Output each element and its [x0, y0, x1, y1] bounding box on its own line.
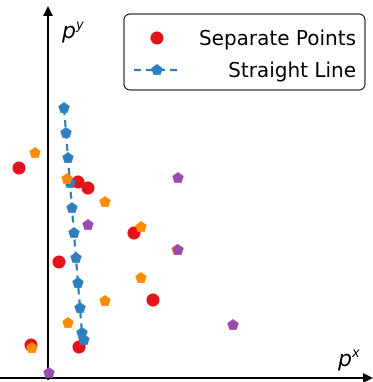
series-3-point	[135, 272, 147, 283]
series-3-series	[26, 147, 183, 353]
straight-line-point	[74, 302, 86, 313]
separate-points-series	[12, 161, 160, 354]
series-3-point	[61, 173, 73, 184]
straight-line-point	[78, 334, 90, 345]
series-4-point	[82, 219, 94, 230]
separate-points-point	[52, 255, 66, 269]
series-3-point	[99, 295, 111, 306]
separate-points-point	[12, 161, 26, 175]
x-axis-label: px	[337, 346, 360, 372]
straight-line-point	[60, 127, 72, 138]
legend-label: Separate Points	[199, 26, 356, 50]
series-4-point	[43, 367, 55, 378]
straight-line-point	[66, 202, 78, 213]
y-axis-label: py	[61, 18, 84, 44]
series-3-point	[29, 147, 41, 158]
separate-points-point	[146, 293, 160, 307]
series-4-point	[172, 172, 184, 183]
series-4-point	[227, 319, 239, 330]
straight-line-point	[58, 102, 70, 113]
straight-line-point	[68, 227, 80, 238]
legend-box	[123, 13, 366, 91]
series-4-series	[43, 172, 239, 378]
legend-marker-straight-line	[151, 64, 163, 75]
series-3-point	[99, 196, 111, 207]
series-3-point	[62, 317, 74, 328]
axes	[0, 6, 373, 382]
series-3-point	[26, 342, 38, 353]
legend-marker-separate-points	[150, 31, 164, 45]
straight-line-point	[62, 152, 74, 163]
legend: Separate Points Straight Line	[123, 13, 366, 91]
series-4-point	[172, 244, 184, 255]
legend-label: Straight Line	[228, 58, 356, 82]
straight-line-series	[58, 102, 90, 345]
series-3-point	[135, 221, 147, 232]
separate-points-point	[81, 181, 95, 195]
straight-line-point	[70, 252, 82, 263]
straight-line-point	[72, 277, 84, 288]
data-layer	[12, 102, 239, 378]
separate-points-point	[71, 175, 85, 189]
